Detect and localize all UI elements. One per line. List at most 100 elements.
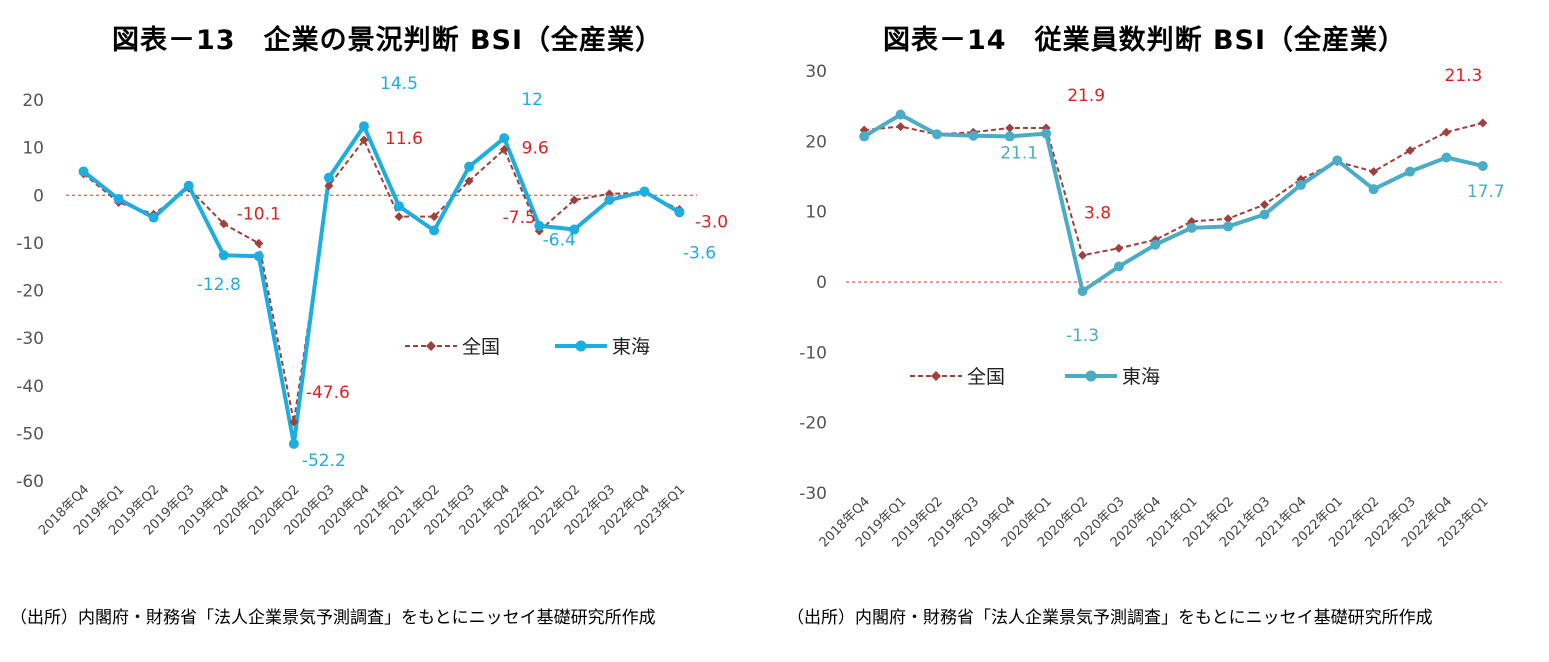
data-label-national: 3.8 bbox=[1084, 203, 1111, 223]
data-point-tokai bbox=[931, 129, 942, 140]
legend-label-national: 全国 bbox=[967, 366, 1005, 388]
data-point-tokai bbox=[429, 225, 440, 236]
data-label-tokai: 17.7 bbox=[1467, 182, 1505, 202]
data-point-tokai bbox=[534, 220, 545, 231]
series-line-tokai bbox=[82, 124, 681, 446]
data-point-tokai bbox=[1077, 286, 1088, 297]
data-label-national: 11.6 bbox=[385, 129, 423, 149]
data-point-tokai bbox=[1368, 184, 1379, 195]
data-point-tokai bbox=[1150, 239, 1161, 250]
data-point-national bbox=[289, 417, 299, 427]
legend-marker-national bbox=[426, 341, 436, 351]
data-point-tokai bbox=[218, 250, 229, 261]
y-tick-label: -10 bbox=[16, 234, 44, 254]
data-point-national bbox=[219, 219, 229, 229]
data-label-tokai: -6.4 bbox=[543, 231, 576, 251]
chart-source-note: （出所）内閣府・財務省「法人企業景気予測調査」をもとにニッセイ基礎研究所作成 bbox=[10, 608, 656, 628]
data-point-tokai bbox=[859, 131, 870, 142]
data-point-national bbox=[1441, 127, 1451, 137]
data-point-national bbox=[1078, 250, 1088, 260]
y-tick-label: -20 bbox=[16, 282, 44, 302]
data-point-tokai bbox=[464, 161, 475, 172]
y-tick-label: 0 bbox=[816, 273, 827, 293]
data-point-national bbox=[464, 176, 474, 186]
employment-chart: 3020100-10-20-302018年Q42019年Q12019年Q2201… bbox=[799, 62, 1505, 551]
data-label-tokai: -3.6 bbox=[683, 243, 716, 263]
data-point-tokai bbox=[358, 121, 369, 132]
data-point-tokai bbox=[674, 207, 685, 218]
data-label-tokai: 21.1 bbox=[1000, 144, 1038, 164]
data-point-tokai bbox=[1004, 131, 1015, 142]
data-point-tokai bbox=[1223, 221, 1234, 232]
legend-marker-tokai bbox=[575, 340, 587, 352]
data-point-tokai bbox=[1259, 209, 1270, 220]
legend-label-tokai: 東海 bbox=[612, 336, 650, 358]
series-line-national bbox=[82, 139, 680, 423]
data-point-national bbox=[499, 145, 509, 155]
data-point-national bbox=[324, 181, 334, 191]
y-tick-label: 10 bbox=[22, 139, 44, 159]
data-point-tokai bbox=[1113, 261, 1124, 272]
data-label-national: -3.0 bbox=[695, 213, 728, 233]
y-tick-label: -50 bbox=[16, 424, 44, 444]
data-point-national bbox=[1478, 118, 1488, 128]
data-point-tokai bbox=[1477, 160, 1488, 171]
data-point-tokai bbox=[1186, 222, 1197, 233]
y-tick-label: 20 bbox=[22, 91, 44, 111]
data-point-national bbox=[394, 212, 404, 222]
data-point-national bbox=[1114, 243, 1124, 253]
data-point-national bbox=[429, 212, 439, 222]
data-point-tokai bbox=[323, 172, 334, 183]
data-point-tokai bbox=[895, 109, 906, 120]
data-point-tokai bbox=[1405, 166, 1416, 177]
data-label-tokai: 12 bbox=[521, 90, 543, 110]
data-label-national: -7.5 bbox=[503, 208, 536, 228]
y-tick-label: 10 bbox=[805, 203, 827, 223]
series-line-national bbox=[864, 122, 1484, 257]
y-tick-label: -30 bbox=[799, 484, 827, 504]
y-tick-label: -30 bbox=[16, 329, 44, 349]
y-tick-label: -10 bbox=[799, 343, 827, 363]
data-label-national: -10.1 bbox=[237, 204, 281, 224]
data-point-tokai bbox=[639, 186, 650, 197]
legend-marker-national bbox=[931, 371, 941, 381]
data-point-tokai bbox=[183, 180, 194, 191]
data-label-tokai: -12.8 bbox=[197, 275, 241, 295]
data-point-tokai bbox=[1441, 152, 1452, 163]
data-point-tokai bbox=[113, 194, 124, 205]
data-point-national bbox=[254, 238, 264, 248]
data-point-national bbox=[1369, 167, 1379, 177]
data-label-national: -47.6 bbox=[306, 383, 350, 403]
data-point-tokai bbox=[499, 133, 510, 144]
data-label-national: 9.6 bbox=[522, 139, 549, 159]
data-point-national bbox=[359, 135, 369, 145]
business-conditions-chart: 20100-10-20-30-40-50-602018年Q42019年Q1201… bbox=[16, 74, 728, 538]
data-point-national bbox=[1223, 214, 1233, 224]
data-point-tokai bbox=[394, 201, 405, 212]
chart-panel-business-conditions: 図表－13 企業の景況判断 BSI（全産業） 20 10 0 -10 -20 -30 -40… bbox=[10, 25, 728, 628]
data-point-national bbox=[1005, 123, 1015, 133]
chart-title: 図表－13 企業の景況判断 BSI（全産業） bbox=[112, 25, 664, 56]
data-point-tokai bbox=[288, 438, 299, 449]
data-label-tokai: 14.5 bbox=[380, 74, 418, 94]
chart-title: 図表－14 従業員数判断 BSI（全産業） bbox=[883, 25, 1407, 56]
y-tick-label: -60 bbox=[16, 472, 44, 492]
y-tick-label: 0 bbox=[33, 186, 44, 206]
data-point-tokai bbox=[569, 224, 580, 235]
legend-marker-tokai bbox=[1085, 370, 1097, 382]
data-point-tokai bbox=[1295, 179, 1306, 190]
data-point-tokai bbox=[148, 212, 159, 223]
data-point-tokai bbox=[604, 195, 615, 206]
data-label-tokai: -1.3 bbox=[1066, 326, 1099, 346]
data-point-tokai bbox=[968, 130, 979, 141]
data-label-national: 21.3 bbox=[1444, 66, 1482, 86]
data-point-national bbox=[569, 195, 579, 205]
y-tick-label: 30 bbox=[805, 62, 827, 82]
data-point-tokai bbox=[1332, 155, 1343, 166]
data-label-national: 21.9 bbox=[1067, 86, 1105, 106]
chart-source-note: （出所）内閣府・財務省「法人企業景気予測調査」をもとにニッセイ基礎研究所作成 bbox=[787, 608, 1433, 628]
data-point-tokai bbox=[1041, 128, 1052, 139]
y-tick-label: -40 bbox=[16, 377, 44, 397]
series-line-tokai bbox=[863, 112, 1484, 294]
legend-label-tokai: 東海 bbox=[1122, 366, 1160, 388]
